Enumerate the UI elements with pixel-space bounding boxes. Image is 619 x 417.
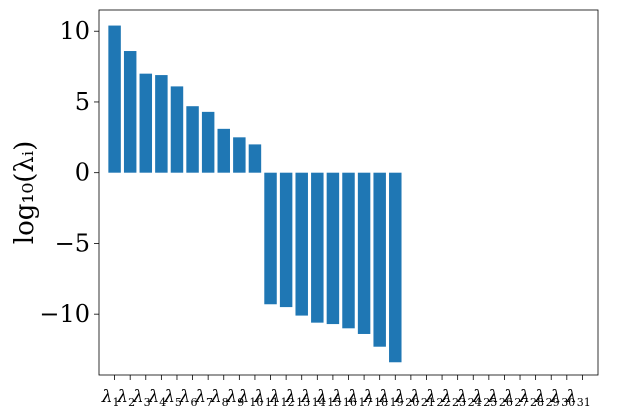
- x-tick-label-λ23: λ23: [440, 387, 466, 409]
- bar-λ2: [123, 51, 137, 173]
- x-tick-label-λ24: λ24: [456, 387, 482, 409]
- x-axis-ticks: λ1λ2λ3λ4λ5λ6λ7λ8λ9λ10λ11λ12λ13λ14λ15λ16λ…: [101, 375, 591, 409]
- x-tick-label-λ27: λ27: [503, 387, 529, 409]
- x-tick-label-λ30: λ30: [549, 387, 575, 409]
- bar-λ10: [248, 144, 262, 173]
- y-tick-label: 0: [75, 159, 90, 187]
- bars-group: [108, 25, 402, 363]
- x-tick-label-λ4: λ4: [147, 387, 166, 409]
- y-tick-label: −5: [55, 229, 90, 257]
- x-tick-label-λ11: λ11: [253, 387, 279, 409]
- y-tick-label: 5: [75, 88, 90, 116]
- x-tick-label-λ29: λ29: [534, 387, 560, 409]
- x-tick-label-λ22: λ22: [425, 387, 451, 409]
- x-tick-label-λ28: λ28: [518, 387, 544, 409]
- bar-λ12: [279, 172, 293, 308]
- bar-λ18: [373, 172, 386, 347]
- bar-λ6: [186, 106, 199, 173]
- y-axis-ticks: 10 5 0 −5 −10: [39, 17, 99, 328]
- bar-λ3: [139, 73, 153, 173]
- x-tick-label-λ5: λ5: [163, 387, 182, 409]
- bar-λ11: [264, 172, 277, 305]
- x-tick-label-λ7: λ7: [194, 387, 213, 409]
- bar-λ14: [311, 172, 324, 323]
- x-tick-label-λ12: λ12: [269, 387, 295, 409]
- bar-λ9: [233, 137, 246, 173]
- x-tick-label-λ10: λ10: [238, 387, 264, 409]
- x-tick-label-λ20: λ20: [393, 387, 419, 409]
- x-tick-label-λ2: λ2: [116, 387, 135, 409]
- x-tick-label-λ16: λ16: [331, 387, 357, 409]
- x-tick-label-λ13: λ13: [284, 387, 310, 409]
- x-tick-label-λ31: λ31: [565, 387, 591, 409]
- bar-λ17: [357, 172, 371, 334]
- bar-λ7: [201, 111, 215, 173]
- x-tick-label-λ18: λ18: [362, 387, 388, 409]
- bar-λ4: [155, 75, 168, 173]
- x-tick-label-λ3: λ3: [132, 387, 151, 409]
- bar-λ8: [217, 128, 230, 173]
- y-axis-label: log₁₀(λᵢ): [10, 141, 40, 244]
- bar-λ19: [389, 172, 402, 363]
- bar-λ1: [108, 25, 121, 173]
- bar-λ13: [295, 172, 308, 316]
- x-tick-label-λ25: λ25: [471, 387, 497, 409]
- bar-λ15: [326, 172, 340, 325]
- y-tick-label: 10: [59, 17, 90, 45]
- y-tick-label: −10: [39, 300, 90, 328]
- x-tick-label-λ14: λ14: [300, 387, 326, 409]
- x-tick-label-λ15: λ15: [316, 387, 342, 409]
- x-tick-label-λ19: λ19: [378, 387, 404, 409]
- x-tick-label-λ26: λ26: [487, 387, 513, 409]
- x-tick-label-λ6: λ6: [179, 387, 198, 409]
- x-tick-label-λ1: λ1: [101, 387, 120, 409]
- x-tick-label-λ21: λ21: [409, 387, 435, 409]
- x-tick-label-λ9: λ9: [225, 387, 244, 409]
- bar-λ16: [342, 172, 355, 329]
- x-tick-label-λ17: λ17: [347, 387, 373, 409]
- x-tick-label-λ8: λ8: [210, 387, 229, 409]
- bar-λ5: [170, 86, 184, 173]
